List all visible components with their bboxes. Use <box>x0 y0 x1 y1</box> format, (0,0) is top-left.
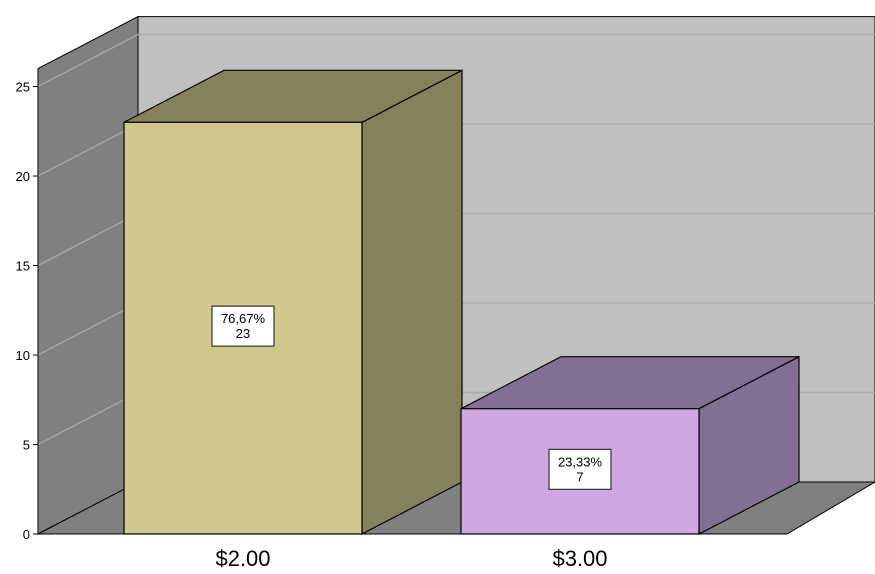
data-label-box <box>548 448 612 490</box>
side-gridline <box>37 212 139 267</box>
data-label-2: 23,33%7 <box>548 448 612 490</box>
side-gridline <box>37 302 139 356</box>
x-tick-label: $2.00 <box>215 546 270 571</box>
bar-side <box>361 69 463 535</box>
labels: 76,67%23 $2.00 23,33%7 $3.00 <box>211 305 612 571</box>
x-tick-label: $3.00 <box>552 546 607 571</box>
side-gridline <box>37 33 139 88</box>
data-label-percent: 76,67% <box>221 311 266 326</box>
y-tick-label: 0 <box>23 527 30 542</box>
side-wall <box>37 15 139 535</box>
y-tick-label: 5 <box>23 438 30 453</box>
data-label-count: 23 <box>236 326 250 341</box>
axes: 0 5 10 15 20 25 <box>16 68 787 542</box>
data-label-1: 76,67%23 <box>211 305 275 347</box>
side-gridline <box>37 123 139 177</box>
y-tick-label: 15 <box>16 259 30 274</box>
y-tick-label: 10 <box>16 348 30 363</box>
bar-2 <box>460 355 800 535</box>
data-label-count: 7 <box>576 469 583 484</box>
side-gridline <box>37 391 139 446</box>
data-label-box <box>211 305 275 347</box>
y-tick-label: 25 <box>16 80 30 95</box>
y-tick-label: 20 <box>16 169 30 184</box>
data-label-percent: 23,33% <box>558 454 603 469</box>
bar-1 <box>123 69 463 535</box>
